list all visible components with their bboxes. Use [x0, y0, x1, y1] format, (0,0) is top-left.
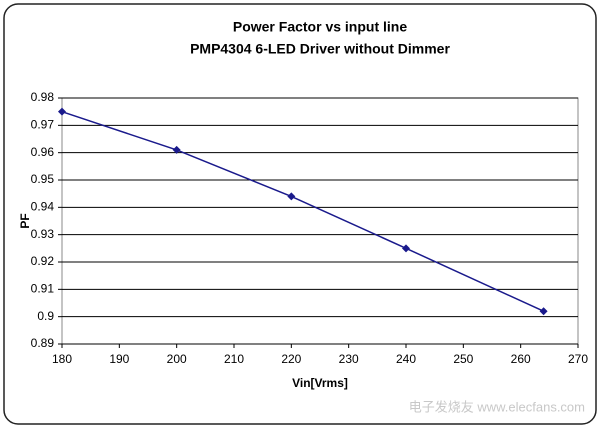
data-point — [58, 107, 66, 116]
x-tick-label: 270 — [568, 352, 588, 366]
y-axis-label: PF — [18, 213, 32, 228]
y-tick-label: 0.94 — [31, 200, 55, 214]
x-tick-label: 260 — [511, 352, 531, 366]
data-point — [539, 307, 548, 316]
y-tick-label: 0.9 — [37, 309, 54, 323]
x-tick-label: 220 — [281, 352, 301, 366]
x-tick-label: 210 — [224, 352, 244, 366]
chart-title: Power Factor vs input line — [233, 19, 407, 35]
y-tick-label: 0.96 — [31, 145, 55, 159]
y-tick-label: 0.93 — [31, 227, 55, 241]
x-tick-label: 200 — [167, 352, 187, 366]
y-tick-label: 0.98 — [31, 90, 55, 104]
x-tick-label: 230 — [339, 352, 359, 366]
y-tick-label: 0.89 — [31, 336, 55, 350]
data-point — [402, 244, 410, 253]
plot-area — [61, 97, 579, 345]
x-axis-label: Vin[Vrms] — [292, 376, 348, 390]
x-tick-label: 190 — [109, 352, 129, 366]
x-tick-label: 250 — [453, 352, 473, 366]
y-tick-label: 0.97 — [31, 118, 55, 132]
data-point — [287, 192, 296, 201]
y-tick-label: 0.92 — [31, 254, 55, 268]
chart-subtitle: PMP4304 6-LED Driver without Dimmer — [190, 41, 450, 57]
y-tick-label: 0.91 — [31, 282, 55, 296]
x-tick-label: 180 — [52, 352, 72, 366]
data-point — [172, 145, 181, 154]
watermark: 电子发烧友 www.elecfans.com — [409, 399, 585, 414]
x-tick-label: 240 — [396, 352, 416, 366]
y-tick-label: 0.95 — [31, 172, 55, 186]
